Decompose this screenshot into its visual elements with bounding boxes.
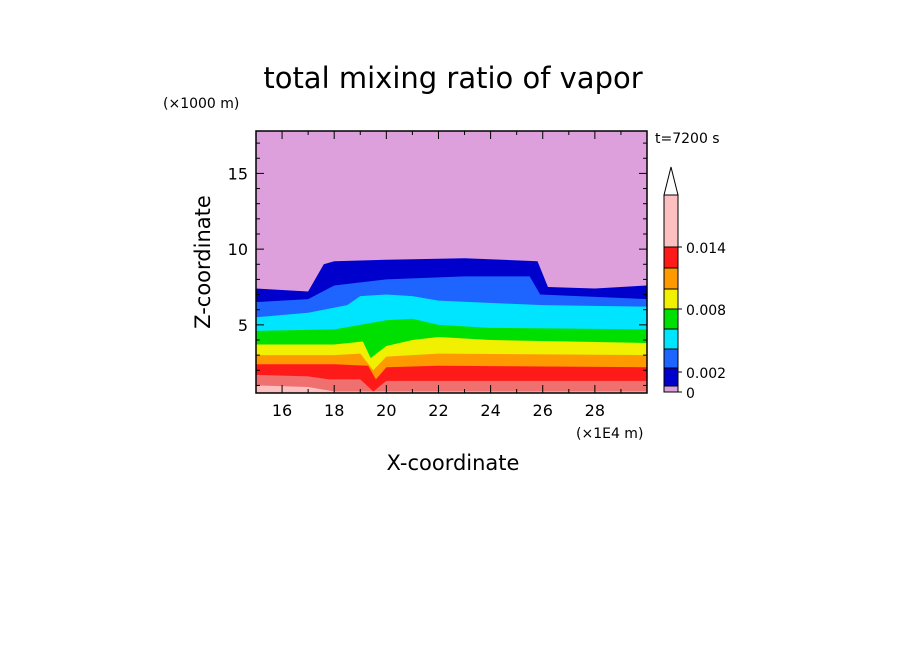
- colorbar-swatch: [663, 308, 679, 330]
- y-axis: 5 10 15: [228, 142, 647, 386]
- x-tick-label: 24: [480, 401, 500, 420]
- colorbar-label: 0.008: [686, 303, 726, 319]
- colorbar-swatch: [663, 267, 679, 290]
- y-units-label: (×1000 m): [163, 96, 239, 112]
- x-tick-label: 26: [533, 401, 553, 420]
- x-axis: 16 18 20 22 24 26 28: [255, 131, 648, 420]
- x-axis-label: X-coordinate: [387, 451, 520, 475]
- colorbar-label: 0.002: [686, 366, 726, 382]
- x-tick-label: 28: [585, 401, 605, 420]
- colorbar-extend-arrow: [663, 166, 679, 196]
- contour-band-0.014: [256, 374, 647, 393]
- colorbar-label: 0: [686, 386, 695, 402]
- colorbar-swatch: [663, 246, 679, 269]
- chart-title: total mixing ratio of vapor: [263, 61, 642, 95]
- colorbar-swatch: [663, 288, 679, 310]
- y-tick-label: 5: [238, 316, 248, 335]
- x-units-label: (×1E4 m): [576, 426, 643, 442]
- colorbar-swatch: [663, 328, 679, 350]
- time-label: t=7200 s: [655, 131, 720, 147]
- x-tick-label: 16: [272, 401, 292, 420]
- y-tick-label: 10: [228, 240, 248, 259]
- colorbar-swatch: [663, 385, 679, 393]
- colorbar-swatch: [663, 194, 679, 248]
- contour-band-0.016: [256, 385, 647, 393]
- y-tick-label: 15: [228, 164, 248, 183]
- plot-frame: [255, 130, 648, 394]
- y-axis-label: Z-coordinate: [191, 195, 215, 329]
- x-tick-label: 20: [376, 401, 396, 420]
- colorbar-swatch: [663, 348, 679, 369]
- contour-layers: [256, 131, 647, 393]
- x-tick-label: 18: [324, 401, 344, 420]
- x-tick-label: 22: [428, 401, 448, 420]
- colorbar: 0 0.002 0.008 0.014: [663, 166, 726, 402]
- colorbar-swatch: [663, 367, 679, 387]
- colorbar-label: 0.014: [686, 241, 726, 257]
